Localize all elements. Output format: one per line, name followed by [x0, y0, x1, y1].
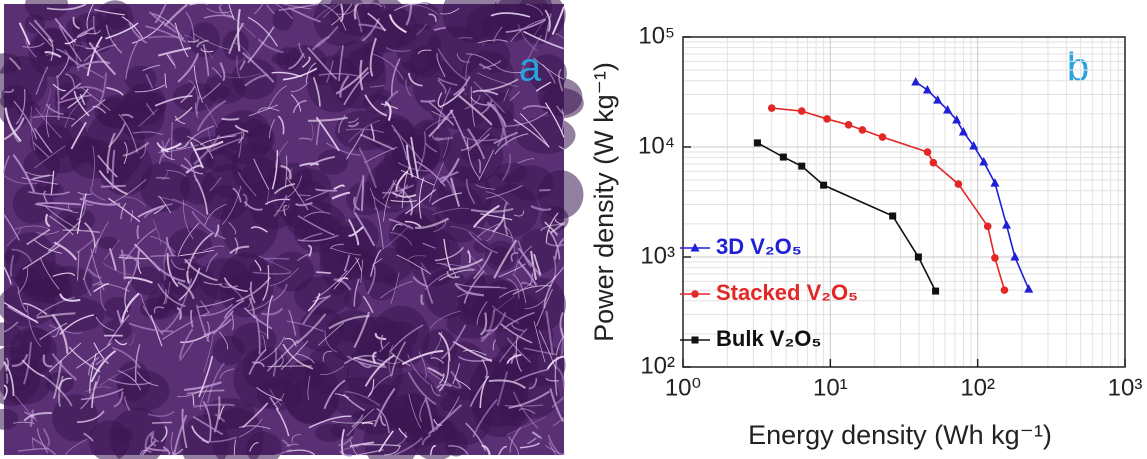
- pore: [473, 240, 489, 253]
- x-tick-label: 10²: [960, 374, 995, 401]
- pore: [283, 360, 339, 425]
- data-point: [1024, 284, 1033, 293]
- x-axis-label: Energy density (Wh kg⁻¹): [748, 420, 1052, 450]
- pore: [19, 328, 51, 361]
- data-point: [923, 85, 932, 93]
- data-point: [955, 180, 963, 188]
- panel-label: a: [519, 46, 542, 90]
- data-point: [845, 121, 853, 129]
- pore: [516, 116, 576, 153]
- pore: [344, 290, 361, 310]
- data-point: [768, 104, 776, 112]
- data-point: [915, 254, 922, 261]
- pore: [495, 163, 527, 183]
- plot-frame: [683, 37, 1125, 367]
- data-point: [930, 159, 938, 167]
- data-point: [932, 288, 939, 295]
- series-line: [757, 143, 935, 291]
- pore: [476, 359, 501, 383]
- pore: [55, 88, 87, 120]
- data-point: [780, 154, 787, 161]
- fiber: [7, 374, 8, 384]
- data-point: [991, 254, 999, 262]
- data-point: [924, 148, 932, 156]
- series-line: [772, 108, 1005, 290]
- data-point: [754, 139, 761, 146]
- panel-label: b: [1067, 46, 1089, 90]
- pore: [243, 119, 266, 138]
- y-tick-label: 10⁵: [638, 22, 675, 49]
- data-point: [798, 107, 806, 115]
- data-point: [959, 127, 968, 136]
- y-tick-label: 10³: [640, 242, 675, 269]
- sem-image: [0, 0, 584, 459]
- pore: [270, 252, 314, 292]
- data-point: [879, 133, 887, 141]
- legend-label: Bulk V₂O₅: [716, 326, 821, 351]
- figure: a b Energy density (Wh kg⁻¹) Power densi…: [0, 0, 1147, 459]
- data-point: [798, 163, 805, 170]
- data-point: [692, 337, 699, 344]
- x-tick-label: 10³: [1108, 374, 1143, 401]
- y-axis-label: Power density (W kg⁻¹): [589, 62, 619, 342]
- pore: [364, 263, 398, 301]
- pore: [15, 261, 69, 298]
- data-point: [1001, 286, 1009, 294]
- pore: [112, 428, 132, 443]
- data-point: [823, 115, 831, 123]
- legend-label: Stacked V₂O₅: [716, 280, 858, 305]
- data-point: [984, 223, 992, 231]
- fiber: [435, 138, 453, 139]
- pore: [495, 309, 540, 358]
- pore: [317, 149, 348, 175]
- pore: [315, 424, 344, 442]
- fiber: [564, 452, 565, 455]
- data-point: [1010, 252, 1019, 261]
- pore: [346, 182, 386, 215]
- y-tick-label: 10⁴: [638, 132, 675, 159]
- pore: [481, 15, 509, 40]
- data-point: [859, 126, 867, 134]
- pore: [375, 90, 391, 100]
- pore: [98, 237, 118, 250]
- pore: [172, 127, 191, 143]
- data-point: [990, 178, 999, 187]
- fiber: [172, 122, 173, 160]
- data-point: [691, 290, 699, 298]
- fiber: [152, 422, 172, 423]
- pore: [489, 246, 512, 266]
- fiber: [264, 259, 289, 260]
- legend-label: 3D V₂O₅: [716, 234, 802, 259]
- data-point: [889, 212, 896, 219]
- y-tick-label: 10²: [640, 352, 675, 379]
- data-point: [820, 182, 827, 189]
- x-tick-label: 10¹: [813, 374, 848, 401]
- fiber: [316, 272, 331, 273]
